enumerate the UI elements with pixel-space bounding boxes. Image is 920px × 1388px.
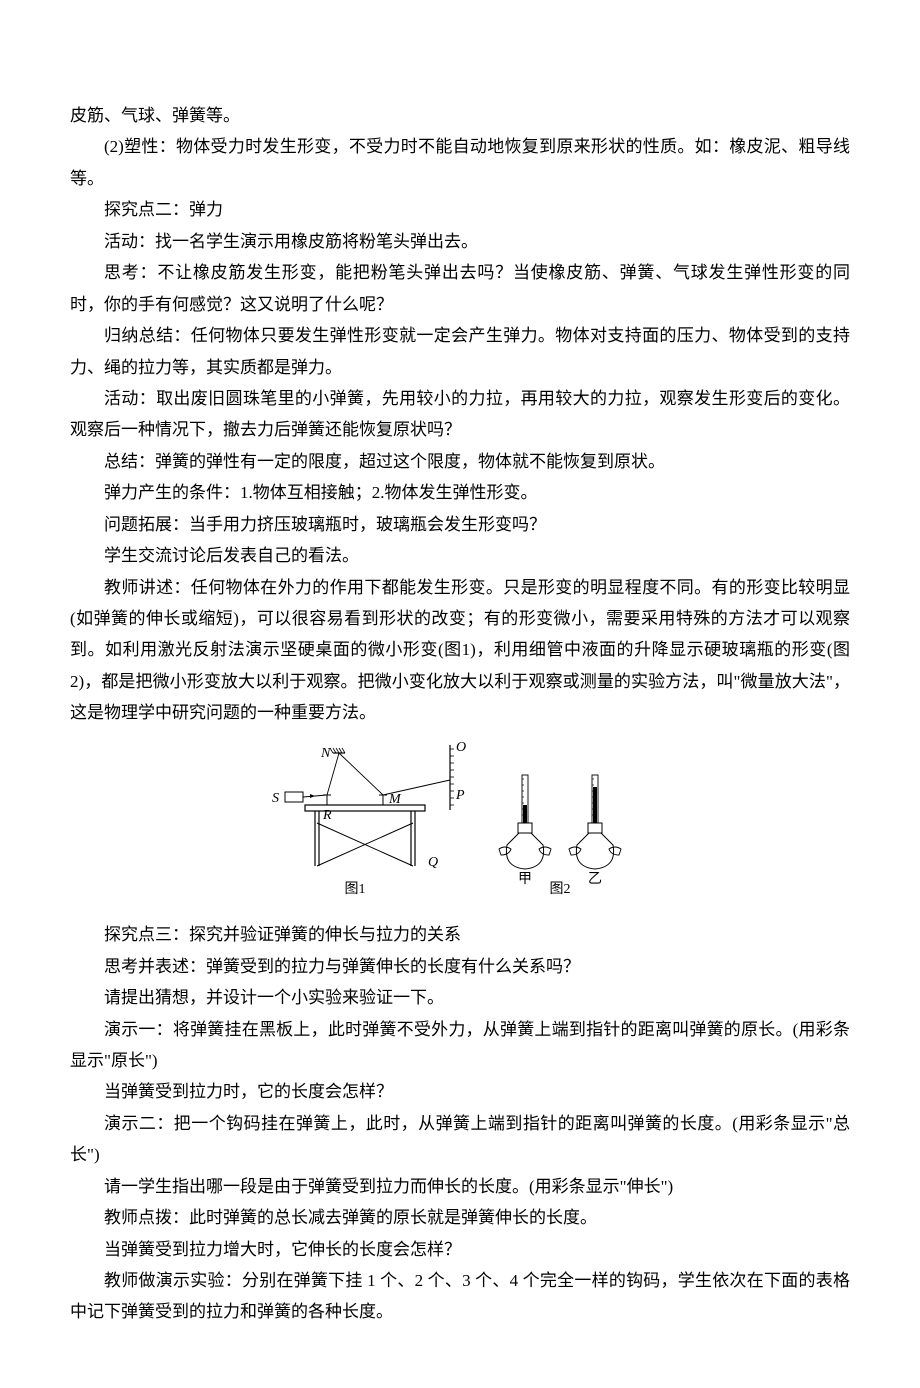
svg-text:S: S <box>272 791 279 806</box>
svg-text:乙: 乙 <box>588 871 602 887</box>
figure-container: Q S R M N O P 图1 甲 乙图2 <box>70 735 850 915</box>
svg-text:图2: 图2 <box>550 882 571 897</box>
svg-text:R: R <box>322 808 332 823</box>
paragraph-p20: 教师点拨：此时弹簧的总长减去弹簧的原长就是弹簧伸长的长度。 <box>70 1202 850 1233</box>
paragraph-p7: 活动：取出废旧圆珠笔里的小弹簧，先用较小的力拉，再用较大的力拉，观察发生形变后的… <box>70 383 850 446</box>
paragraph-p4: 活动：找一名学生演示用橡皮筋将粉笔头弹出去。 <box>70 226 850 257</box>
svg-text:Q: Q <box>428 855 438 870</box>
svg-text:甲: 甲 <box>518 872 532 887</box>
paragraph-p9: 弹力产生的条件：1.物体互相接触；2.物体发生弹性形变。 <box>70 477 850 508</box>
svg-text:M: M <box>388 792 402 807</box>
paragraph-p22: 教师做演示实验：分别在弹簧下挂 1 个、2 个、3 个、4 个完全一样的钩码，学… <box>70 1265 850 1328</box>
paragraph-p8: 总结：弹簧的弹性有一定的限度，超过这个限度，物体就不能恢复到原状。 <box>70 446 850 477</box>
svg-text:图1: 图1 <box>345 882 366 897</box>
paragraph-p13: 探究点三：探究并验证弹簧的伸长与拉力的关系 <box>70 919 850 950</box>
paragraph-p10: 问题拓展：当手用力挤压玻璃瓶时，玻璃瓶会发生形变吗？ <box>70 509 850 540</box>
paragraph-p15: 请提出猜想，并设计一个小实验来验证一下。 <box>70 982 850 1013</box>
paragraph-p18: 演示二：把一个钩码挂在弹簧上，此时，从弹簧上端到指针的距离叫弹簧的长度。(用彩条… <box>70 1108 850 1171</box>
svg-text:P: P <box>455 788 465 803</box>
paragraph-p6: 归纳总结：任何物体只要发生弹性形变就一定会产生弹力。物体对支持面的压力、物体受到… <box>70 320 850 383</box>
document-page: 皮筋、气球、弹簧等。 (2)塑性：物体受力时发生形变，不受力时不能自动地恢复到原… <box>0 0 920 1388</box>
paragraph-p12: 教师讲述：任何物体在外力的作用下都能发生形变。只是形变的明显程度不同。有的形变比… <box>70 572 850 729</box>
paragraph-p1: 皮筋、气球、弹簧等。 <box>70 100 850 131</box>
paragraph-p11: 学生交流讨论后发表自己的看法。 <box>70 540 850 571</box>
paragraph-p5: 思考：不让橡皮筋发生形变，能把粉笔头弹出去吗？当使橡皮筋、弹簧、气球发生弹性形变… <box>70 257 850 320</box>
paragraph-p2: (2)塑性：物体受力时发生形变，不受力时不能自动地恢复到原来形状的性质。如：橡皮… <box>70 131 850 194</box>
paragraph-p19: 请一学生指出哪一段是由于弹簧受到拉力而伸长的长度。(用彩条显示"伸长") <box>70 1171 850 1202</box>
paragraph-p14: 思考并表述：弹簧受到的拉力与弹簧伸长的长度有什么关系吗？ <box>70 951 850 982</box>
paragraph-p21: 当弹簧受到拉力增大时，它伸长的长度会怎样？ <box>70 1234 850 1265</box>
paragraph-p17: 当弹簧受到拉力时，它的长度会怎样？ <box>70 1076 850 1107</box>
physics-diagram-svg: Q S R M N O P 图1 甲 乙图2 <box>270 735 650 905</box>
svg-text:O: O <box>456 740 466 755</box>
paragraph-p16: 演示一：将弹簧挂在黑板上，此时弹簧不受外力，从弹簧上端到指针的距离叫弹簧的原长。… <box>70 1014 850 1077</box>
paragraph-p3: 探究点二：弹力 <box>70 194 850 225</box>
svg-text:N: N <box>320 746 331 761</box>
